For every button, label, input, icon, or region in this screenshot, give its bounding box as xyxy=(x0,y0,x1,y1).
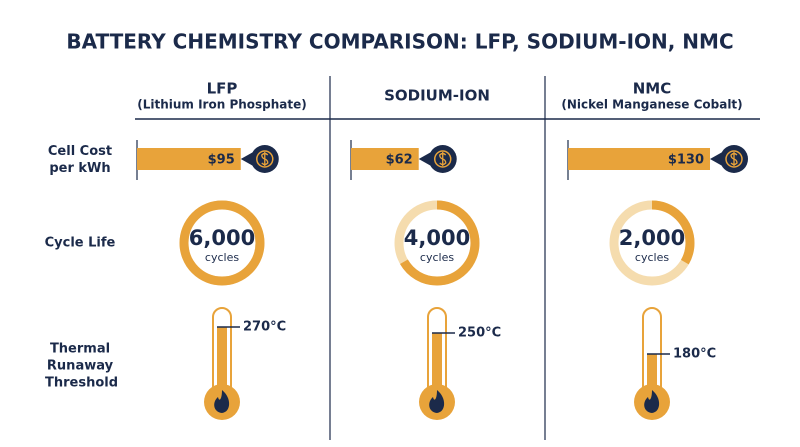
cost-bar xyxy=(568,148,710,170)
row-label: Thermal Runaway Threshold xyxy=(45,341,119,391)
cost-icon-ring xyxy=(725,150,743,168)
cost-icon-ring xyxy=(256,150,274,168)
thermo-fill xyxy=(432,333,442,402)
cost-label: $130 xyxy=(668,153,704,168)
threshold-label: 180°C xyxy=(673,347,716,362)
cycle-ring xyxy=(179,200,265,286)
title: BATTERY CHEMISTRY COMPARISON: LFP, SODIU… xyxy=(66,30,733,54)
cycle-ring xyxy=(394,200,480,286)
threshold-label: 270°C xyxy=(243,320,286,335)
thermo-fill xyxy=(217,327,227,402)
column-subtitle: (Lithium Iron Phosphate) xyxy=(137,98,307,112)
cost-label: $95 xyxy=(208,153,235,168)
threshold-label: 250°C xyxy=(458,326,501,341)
cycle-unit: cycles xyxy=(420,251,454,264)
cost-label: $62 xyxy=(386,153,413,168)
cycle-unit: cycles xyxy=(635,251,669,264)
cost-icon-dollar xyxy=(261,152,269,166)
cost-icon-dollar xyxy=(730,152,738,166)
flame-icon xyxy=(644,390,660,413)
cycle-value: 4,000 xyxy=(404,226,470,250)
cost-icon-ring xyxy=(433,150,452,168)
column-subtitle: (Nickel Manganese Cobalt) xyxy=(561,98,742,112)
cost-icon-dollar xyxy=(439,152,447,166)
row-label: Cycle Life xyxy=(44,235,116,251)
row-label: Cell Cost per kWh xyxy=(47,144,113,176)
flame-icon xyxy=(429,390,445,413)
cycle-value: 6,000 xyxy=(189,226,255,250)
cost-bar xyxy=(137,148,241,170)
column-name: LFP xyxy=(207,80,238,98)
thermo-fill xyxy=(647,354,657,402)
cycle-ring xyxy=(609,200,695,286)
cycle-unit: cycles xyxy=(205,251,239,264)
cost-bar xyxy=(351,148,419,170)
column-name: NMC xyxy=(633,80,672,98)
cycle-value: 2,000 xyxy=(619,226,685,250)
flame-icon xyxy=(214,390,230,413)
column-name: SODIUM-ION xyxy=(384,87,490,105)
